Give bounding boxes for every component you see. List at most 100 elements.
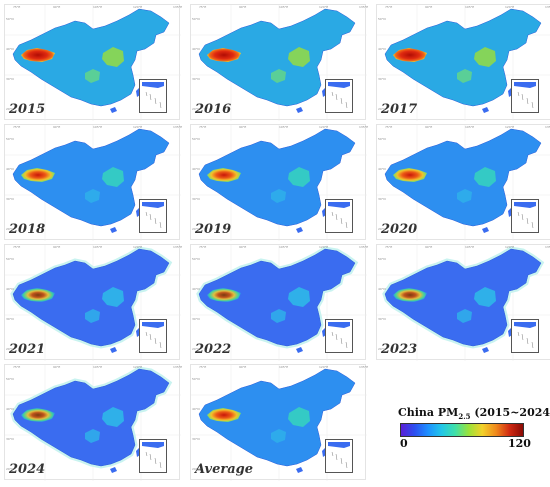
latitude-tick: 40°N <box>192 287 200 291</box>
longitude-tick: 90°E <box>53 5 61 9</box>
colorbar-max-label: 120 <box>508 437 531 450</box>
latitude-tick: 20°N <box>6 227 14 231</box>
inset-map <box>142 202 164 229</box>
tarim-basin-hotspot <box>21 288 55 302</box>
latitude-tick: 40°N <box>378 47 386 51</box>
longitude-tick: 90°E <box>53 125 61 129</box>
longitude-tick: 120°E <box>505 5 515 9</box>
latitude-tick: 50°N <box>192 17 200 21</box>
south-china-sea-inset <box>325 319 353 353</box>
longitude-tick: 90°E <box>53 365 61 369</box>
colorbar-min-label: 0 <box>400 437 408 450</box>
longitude-tick: 75°E <box>199 365 207 369</box>
pm25-map <box>5 5 181 121</box>
longitude-tick: 75°E <box>385 5 393 9</box>
latitude-tick: 30°N <box>192 317 200 321</box>
longitude-tick: 90°E <box>239 245 247 249</box>
longitude-tick: 75°E <box>13 125 21 129</box>
longitude-tick: 105°E <box>279 365 289 369</box>
china-outline <box>12 128 170 227</box>
inset-map <box>328 442 350 469</box>
latitude-tick: 50°N <box>378 17 386 21</box>
latitude-tick: 50°N <box>378 257 386 261</box>
latitude-tick: 20°N <box>192 107 200 111</box>
longitude-tick: 135°E <box>173 365 183 369</box>
south-china-sea-inset <box>139 79 167 113</box>
latitude-tick: 30°N <box>6 437 14 441</box>
tarim-basin-hotspot <box>21 408 55 422</box>
latitude-tick: 30°N <box>378 317 386 321</box>
longitude-tick: 75°E <box>385 245 393 249</box>
longitude-tick: 120°E <box>505 125 515 129</box>
latitude-tick: 30°N <box>6 317 14 321</box>
longitude-tick: 135°E <box>545 125 550 129</box>
longitude-tick: 120°E <box>133 125 143 129</box>
longitude-tick: 90°E <box>239 365 247 369</box>
china-outline <box>198 248 356 347</box>
map-panel: 75°E 90°E 105°E 120°E 135°E 50°N 40°N 30°N 20°N2… <box>376 4 550 121</box>
latitude-tick: 30°N <box>192 197 200 201</box>
longitude-tick: 75°E <box>385 125 393 129</box>
legend-title: China PM2.5 (2015~2024) <box>398 406 550 422</box>
year-label: 2021 <box>9 342 46 357</box>
longitude-tick: 105°E <box>465 125 475 129</box>
map-panel: 75°E 90°E 105°E 120°E 135°E 50°N 40°N 30°N 20°N A… <box>190 364 369 481</box>
longitude-tick: 105°E <box>93 125 103 129</box>
latitude-tick: 40°N <box>6 407 14 411</box>
tarim-basin-hotspot <box>21 168 55 182</box>
latitude-tick: 20°N <box>6 467 14 471</box>
tarim-basin-hotspot <box>207 288 241 302</box>
pm25-map <box>191 365 367 481</box>
tarim-basin-hotspot <box>393 48 427 62</box>
latitude-tick: 40°N <box>192 47 200 51</box>
year-label: 2020 <box>381 222 418 237</box>
tarim-basin-hotspot <box>207 168 241 182</box>
longitude-tick: 120°E <box>319 5 329 9</box>
longitude-tick: 135°E <box>359 365 369 369</box>
china-outline <box>12 248 170 347</box>
inset-map <box>328 202 350 229</box>
map-panel: 75°E 90°E 105°E 120°E 135°E 50°N 40°N 30°N 20°N2… <box>376 124 550 241</box>
latitude-tick: 20°N <box>6 107 14 111</box>
longitude-tick: 135°E <box>173 125 183 129</box>
longitude-tick: 135°E <box>359 125 369 129</box>
china-outline <box>198 8 356 107</box>
longitude-tick: 105°E <box>279 125 289 129</box>
longitude-tick: 90°E <box>239 5 247 9</box>
year-label: 2017 <box>381 102 418 117</box>
year-label: 2015 <box>9 102 46 117</box>
year-label: 2024 <box>9 462 46 477</box>
pm25-map <box>5 125 181 241</box>
longitude-tick: 105°E <box>279 5 289 9</box>
longitude-tick: 75°E <box>199 245 207 249</box>
pm25-map <box>5 245 181 361</box>
year-label: 2018 <box>9 222 46 237</box>
south-china-sea-inset <box>139 319 167 353</box>
pm25-map <box>377 245 550 361</box>
pm25-map <box>377 5 550 121</box>
longitude-tick: 135°E <box>173 245 183 249</box>
china-outline <box>198 368 356 467</box>
longitude-tick: 75°E <box>13 5 21 9</box>
latitude-tick: 40°N <box>378 287 386 291</box>
latitude-tick: 40°N <box>6 287 14 291</box>
colorbar <box>400 423 524 437</box>
inset-map <box>514 322 536 349</box>
south-china-sea-inset <box>325 79 353 113</box>
tarim-basin-hotspot <box>21 48 55 62</box>
south-china-sea-inset <box>139 199 167 233</box>
longitude-tick: 105°E <box>465 245 475 249</box>
latitude-tick: 50°N <box>378 137 386 141</box>
latitude-tick: 30°N <box>192 77 200 81</box>
longitude-tick: 105°E <box>93 365 103 369</box>
pm25-map <box>5 365 181 481</box>
latitude-tick: 30°N <box>6 197 14 201</box>
latitude-tick: 50°N <box>192 377 200 381</box>
inset-map <box>142 442 164 469</box>
